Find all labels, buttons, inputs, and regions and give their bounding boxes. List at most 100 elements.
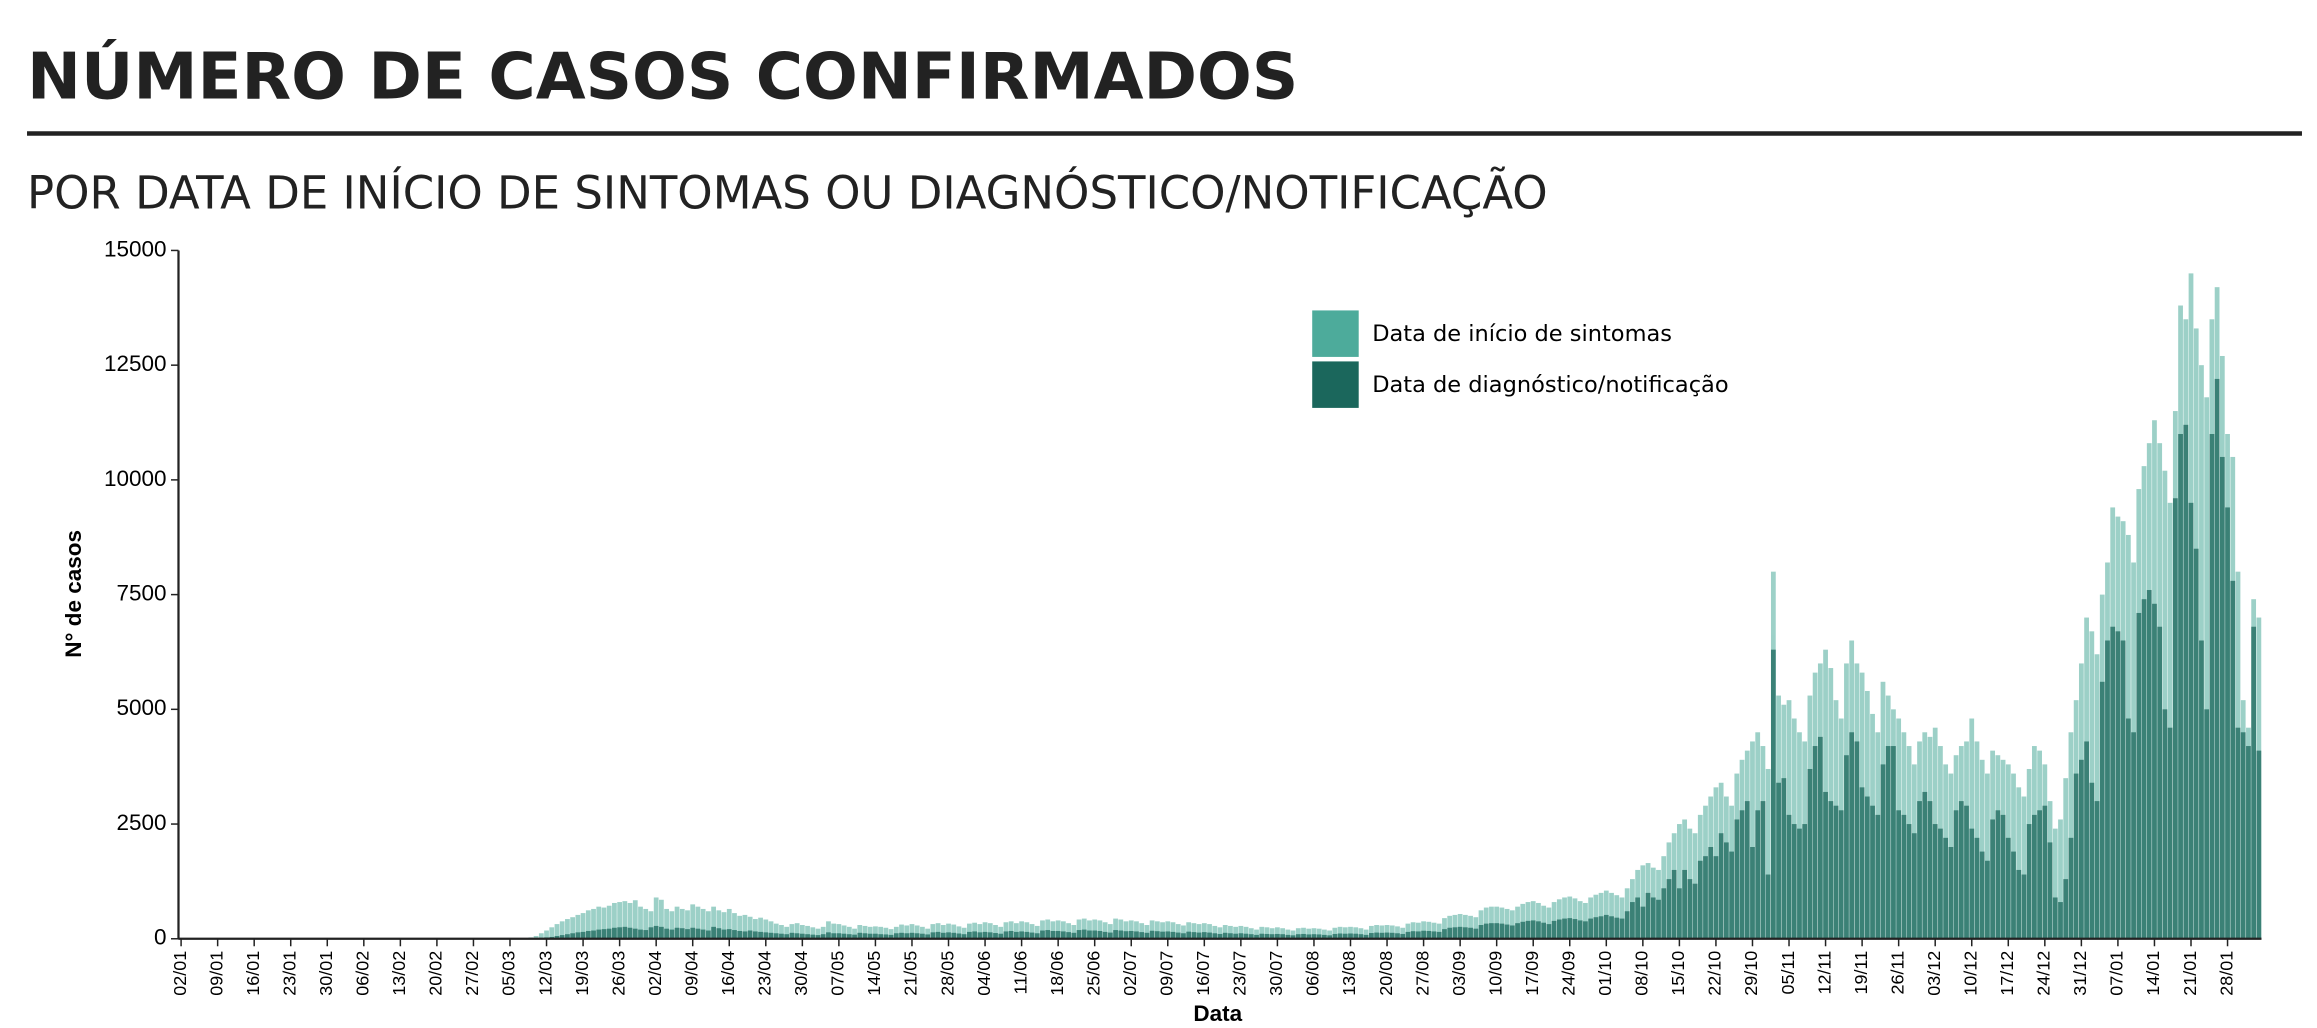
bar [993, 933, 998, 939]
bar [873, 933, 878, 939]
bar [1979, 759, 1985, 939]
bar [705, 911, 711, 939]
x-tick-label: 09/07 [1157, 951, 1177, 996]
bar [763, 919, 769, 939]
bar [1760, 801, 1766, 939]
bar [674, 906, 680, 939]
bar [925, 928, 931, 939]
x-axis-title: Data [1193, 1001, 1242, 1026]
bar [737, 930, 743, 939]
bar [1233, 926, 1239, 939]
bar [1395, 926, 1400, 939]
bar [1076, 930, 1082, 939]
bar [2110, 626, 2116, 939]
bar [1718, 833, 1724, 939]
bar [956, 933, 962, 939]
x-tick-label: 30/01 [316, 951, 336, 996]
bar [1583, 921, 1588, 939]
x-tick-label: 25/06 [1083, 951, 1103, 996]
x-tick-label: 06/08 [1303, 951, 1323, 996]
bar [1040, 930, 1045, 939]
bar [1489, 923, 1494, 939]
bar [1222, 932, 1228, 939]
bar [815, 935, 821, 939]
bar [1269, 934, 1275, 939]
bar [1175, 932, 1181, 939]
bar [1196, 932, 1202, 939]
bar [993, 925, 998, 939]
bar [1306, 934, 1312, 939]
bar [1149, 930, 1155, 939]
bar [1603, 914, 1609, 939]
bar [1864, 796, 1870, 939]
bar [1311, 934, 1317, 939]
bar [758, 931, 763, 939]
bar [1614, 895, 1620, 939]
bar [982, 922, 988, 939]
bar [1958, 801, 1964, 939]
bar [1395, 933, 1400, 939]
bar [1713, 856, 1719, 939]
bar [1102, 922, 1108, 939]
bar [1452, 927, 1458, 939]
bar [1337, 933, 1343, 939]
bar [726, 929, 732, 939]
bar [585, 910, 591, 939]
bar [930, 924, 936, 939]
x-tick-label: 05/03 [499, 951, 519, 996]
bar [1191, 932, 1197, 939]
bar [1191, 923, 1197, 939]
bar [1342, 927, 1348, 939]
bar [1781, 778, 1787, 939]
bar [643, 930, 649, 939]
bar [836, 924, 842, 939]
bar [1327, 930, 1333, 939]
bar [2016, 869, 2022, 939]
bar [909, 924, 915, 939]
bar [1259, 926, 1265, 939]
bar [2042, 805, 2048, 939]
x-tick-label: 24/12 [2034, 951, 2054, 996]
bar [1922, 791, 1928, 939]
bar [1045, 930, 1051, 939]
bar [669, 911, 675, 939]
bar [920, 933, 925, 939]
chart-subtitle: POR DATA DE INÍCIO DE SINTOMAS OU DIAGNÓ… [27, 166, 1548, 219]
bar [2037, 810, 2042, 939]
bar [1499, 923, 1505, 939]
bar [998, 926, 1004, 939]
bar [1060, 921, 1066, 939]
bar [711, 906, 716, 939]
bar [1598, 892, 1604, 939]
bar [841, 925, 847, 939]
x-tick-label: 23/07 [1230, 951, 1250, 996]
bar [1567, 918, 1573, 939]
bar [1243, 926, 1249, 939]
x-tick-label: 08/10 [1632, 951, 1652, 996]
bar [1880, 764, 1886, 939]
x-tick-label: 26/11 [1887, 951, 1907, 995]
x-tick-label: 16/01 [243, 951, 263, 996]
x-tick-label: 03/12 [1924, 951, 1944, 996]
bar [1379, 925, 1385, 939]
bar [1896, 810, 1902, 939]
bar [2011, 851, 2016, 939]
bar [1504, 908, 1510, 939]
bar [1577, 901, 1583, 939]
bar [1348, 933, 1353, 939]
bar [1436, 923, 1442, 939]
bar [946, 932, 951, 939]
bar [742, 931, 748, 939]
bar [1426, 921, 1432, 939]
bar [1990, 819, 1996, 939]
bar [1332, 933, 1338, 939]
bar [1024, 922, 1030, 939]
bar [1379, 932, 1385, 939]
bar [580, 913, 586, 939]
bar [1306, 928, 1312, 939]
bar [1201, 932, 1207, 939]
bar [2058, 819, 2063, 939]
bar [1603, 890, 1609, 939]
x-tick-label: 05/11 [1778, 951, 1798, 995]
bar [1917, 801, 1922, 939]
